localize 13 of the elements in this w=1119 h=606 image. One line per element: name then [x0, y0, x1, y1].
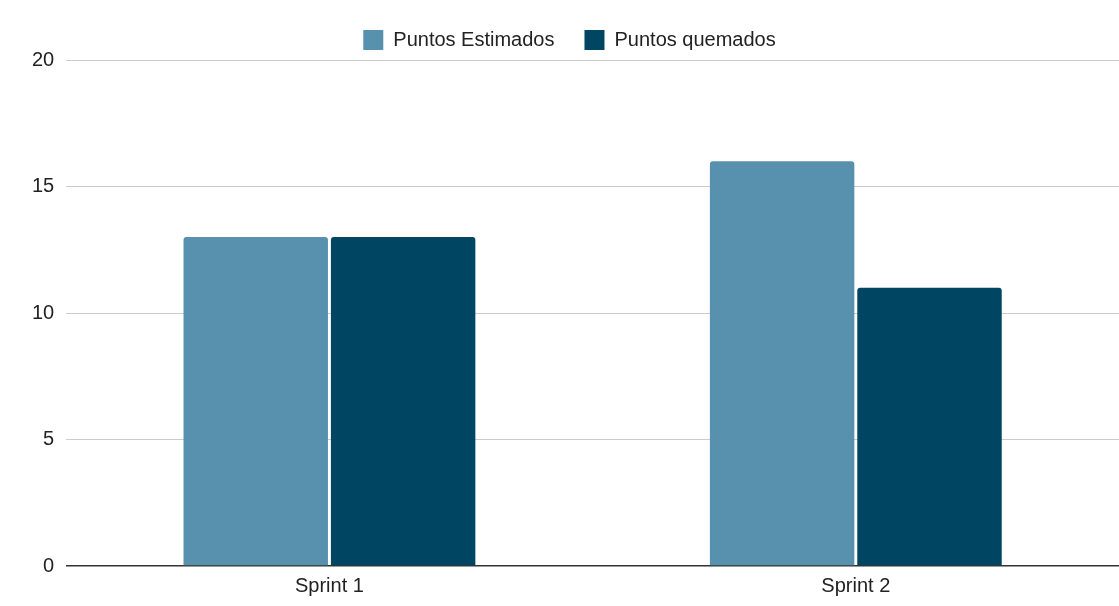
bar	[330, 237, 476, 566]
legend-label: Puntos Estimados	[393, 27, 555, 50]
y-tick-label: 5	[43, 427, 55, 450]
y-tick-label: 10	[32, 300, 55, 323]
y-tick-label: 0	[43, 553, 55, 576]
x-tick-label: Sprint 1	[294, 573, 364, 596]
y-tick-label: 15	[32, 174, 55, 197]
bar	[183, 237, 328, 566]
bar	[857, 287, 1002, 566]
y-tick-label: 20	[32, 47, 55, 70]
legend-label: Puntos quemados	[614, 27, 776, 50]
bar	[709, 161, 855, 566]
x-tick-label: Sprint 2	[821, 573, 891, 596]
